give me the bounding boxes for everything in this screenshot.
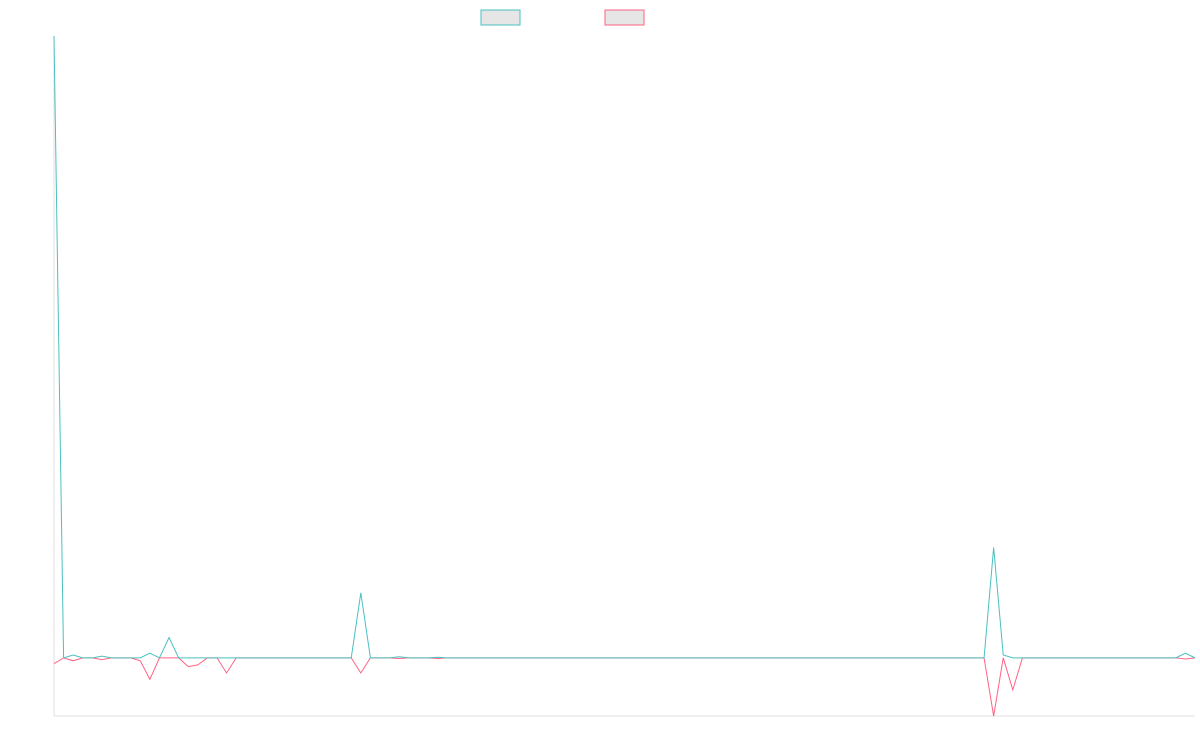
series-a-line — [53, 35, 1196, 659]
plot-area — [53, 35, 1196, 717]
axes — [53, 36, 1195, 717]
legend-swatch-series-a[interactable] — [480, 9, 521, 26]
legend — [480, 9, 645, 26]
series-b-line — [53, 657, 1196, 717]
legend-swatch-series-b[interactable] — [604, 9, 645, 26]
